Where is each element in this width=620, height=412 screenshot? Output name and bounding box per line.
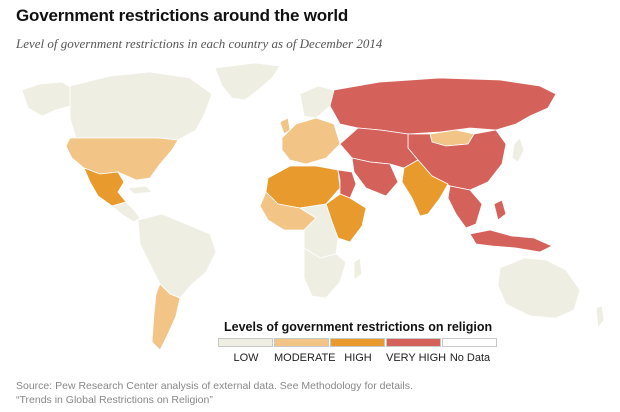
region-russia [329,77,557,135]
region-united-states [65,137,179,181]
legend-swatch-very-high [386,338,441,347]
region-saudi-arabia [351,157,399,197]
region-middle-east [339,127,419,169]
region-greenland [214,62,281,101]
legend-swatch-no-data [442,338,497,347]
region-cuba [127,185,153,195]
region-madagascar [353,257,363,281]
region-alaska [21,81,73,117]
legend-label-moderate: MODERATE [274,352,336,364]
source-line-1: Source: Pew Research Center analysis of … [16,380,413,392]
legend-label-very-high: VERY HIGH [386,352,447,364]
region-india [401,159,449,217]
map-subtitle: Level of government restrictions in each… [16,36,383,51]
map-title: Government restrictions around the world [16,6,349,25]
world-map [21,62,605,351]
region-scandinavia [299,85,335,119]
region-mexico [83,167,127,207]
legend-label-low: LOW [233,352,259,364]
region-argentina [151,283,181,351]
legend-swatch-low [218,338,273,347]
legend-swatch-high [330,338,385,347]
region-indonesia [469,229,553,253]
region-new-zealand [595,305,605,329]
source-line-2: “Trends in Global Restrictions on Religi… [16,394,213,406]
region-japan [511,137,525,163]
region-australia [497,257,581,319]
region-egypt [337,169,357,199]
legend-label-no-data: No Data [449,352,491,364]
legend-labels: LOW MODERATE HIGH VERY HIGH No Data [218,352,498,364]
legend-swatch-moderate [274,338,329,347]
source-note: Source: Pew Research Center analysis of … [16,379,413,407]
region-south-america [137,213,217,299]
region-philippines [493,199,507,221]
region-southeast-asia [447,185,483,229]
region-southern-africa [303,247,347,299]
legend-title: Levels of government restrictions on rel… [222,320,495,334]
region-central-america [111,201,141,223]
region-canada [69,71,213,141]
legend-swatches [218,338,498,347]
region-western-europe [281,117,341,165]
legend-label-high: HIGH [344,352,372,364]
